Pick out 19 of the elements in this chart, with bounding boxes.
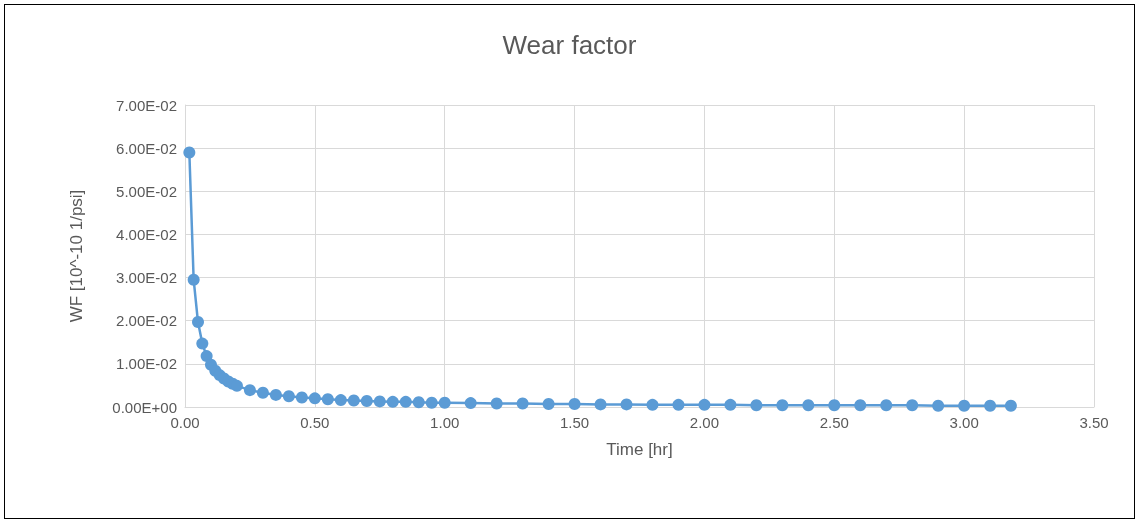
x-tick-label: 0.00 — [170, 414, 200, 431]
y-tick-label: 4.00E-02 — [116, 225, 177, 243]
y-tick-label: 3.00E-02 — [116, 269, 177, 287]
y-axis-title: WF [10^-10 1/psi] — [67, 189, 86, 323]
x-tick-label: 2.50 — [819, 414, 849, 431]
y-tick-label: 5.00E-02 — [116, 182, 177, 200]
x-tick-label: 0.50 — [300, 414, 330, 431]
x-tick-label: 2.00 — [689, 414, 720, 431]
y-tick-label: 6.00E-02 — [116, 139, 177, 157]
y-tick-label: 1.00E-02 — [116, 355, 177, 373]
x-tick-label: 3.50 — [1079, 414, 1109, 431]
y-tick-label: 2.00E-02 — [116, 312, 177, 330]
chart-title: Wear factor — [502, 30, 637, 60]
y-tick-label: 7.00E-02 — [116, 96, 177, 114]
x-tick-label: 1.00 — [430, 414, 460, 431]
y-tick-label: 0.00E+00 — [112, 398, 177, 416]
x-tick-label: 3.00 — [949, 414, 979, 431]
x-tick-label: 1.50 — [559, 414, 590, 431]
x-axis-title: Time [hr] — [606, 440, 673, 459]
